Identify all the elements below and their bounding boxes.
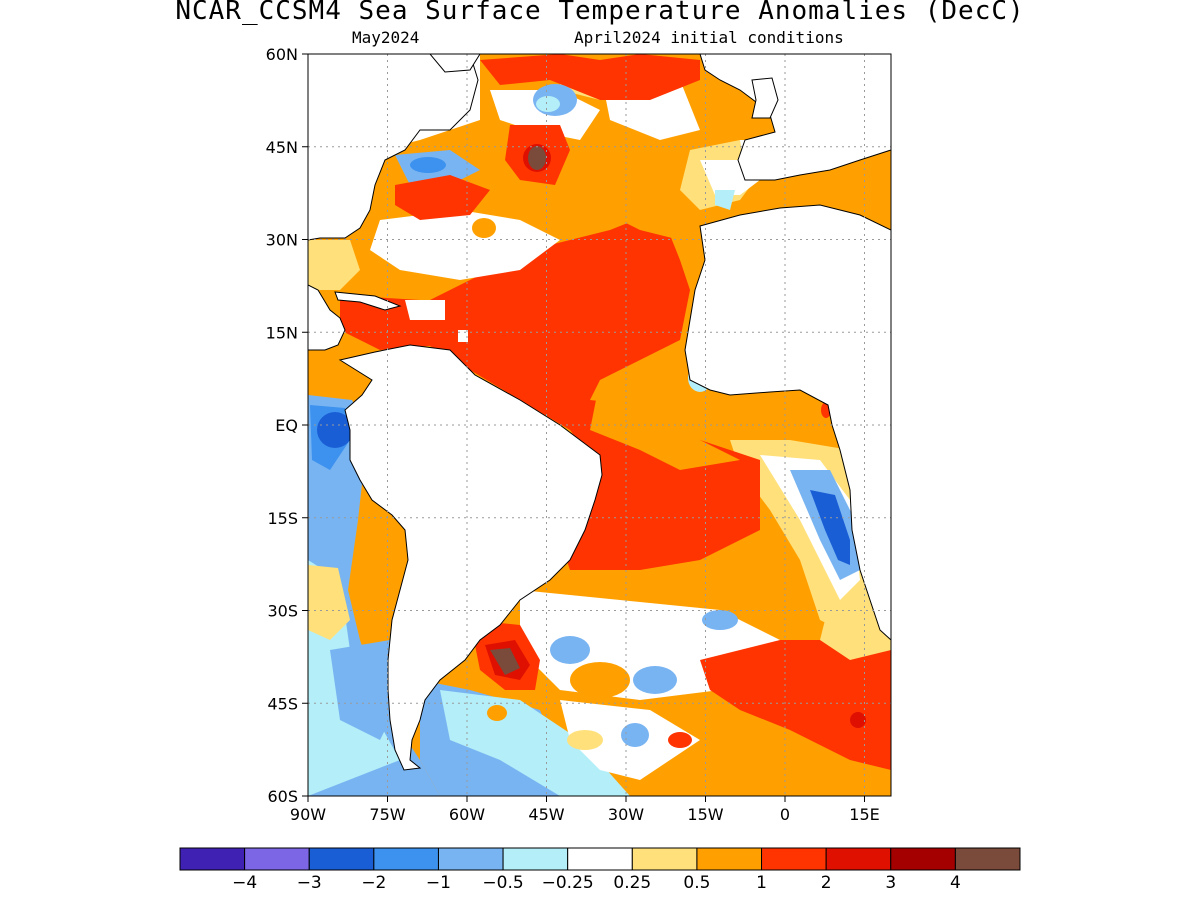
colorbar: [179, 847, 1021, 871]
field-se-orange-blob: [668, 732, 692, 748]
field-se-warm-band: [700, 640, 891, 770]
colorbar-label: 1: [756, 873, 767, 893]
field-north-white2: [540, 140, 700, 240]
lon-tick-label: 15E: [849, 805, 879, 824]
colorbar-swatch: [373, 847, 439, 871]
lat-tick-label: 30N: [266, 231, 298, 250]
land-europe: [699, 54, 891, 181]
field-north-cyan: [715, 190, 735, 210]
lat-tick-label: 60S: [267, 787, 298, 806]
field-south-yellow-blob: [567, 730, 603, 750]
colorbar-label: 3: [885, 873, 896, 893]
field-gulfstream-peak: [528, 146, 546, 170]
field-south-warm-blob: [570, 662, 630, 698]
colorbar-swatch: [954, 847, 1021, 871]
lat-tick-label: 60N: [266, 45, 298, 64]
field-se-dark-spot: [850, 712, 866, 728]
latitude-labels: 60N 45N 30N 15N EQ 15S 30S 45S 60S: [266, 45, 298, 806]
lon-tick-label: 15W: [687, 805, 723, 824]
field-mask-square: [458, 330, 468, 342]
colorbar-label: −0.5: [482, 873, 523, 893]
lat-tick-label: 45N: [266, 138, 298, 157]
longitude-labels: 90W 75W 60W 45W 30W 15W 0 15E: [290, 805, 880, 824]
field-us-east-warm2: [472, 218, 496, 238]
colorbar-label: −3: [297, 873, 322, 893]
lat-tick-label: 45S: [267, 694, 298, 713]
map-title: NCAR_CCSM4 Sea Surface Temperature Anoma…: [175, 0, 1025, 26]
lat-tick-label: 15S: [267, 509, 298, 528]
lon-tick-label: 30W: [608, 805, 644, 824]
field-south-cold-blob2: [633, 666, 677, 694]
colorbar-swatch: [631, 847, 698, 871]
forecast-month-label: May2024: [352, 28, 420, 47]
colorbar-swatch: [696, 847, 763, 871]
frame-ticks: [302, 53, 865, 802]
field-caribbean-white: [405, 300, 445, 320]
colorbar-swatch: [179, 847, 246, 871]
field-pacific-yellow-south: [308, 565, 350, 640]
colorbar-label: 2: [821, 873, 832, 893]
field-cold-pacific-core2: [317, 412, 353, 448]
field-south-cold-blob1: [550, 636, 590, 664]
colorbar-label: 0.5: [683, 873, 710, 893]
field-gulf-mexico-yellow: [308, 240, 360, 290]
colorbar-swatch: [825, 847, 892, 871]
colorbar-swatch: [761, 847, 827, 871]
anomaly-field: [308, 54, 891, 796]
lon-tick-label: 0: [780, 805, 790, 824]
colorbar-label: −4: [232, 873, 257, 893]
lat-tick-label: EQ: [275, 416, 298, 435]
land-africa: [684, 204, 891, 641]
lon-tick-label: 90W: [290, 805, 326, 824]
field-benguela-core: [810, 490, 850, 565]
land-south-america: [338, 344, 603, 771]
land-cuba: [334, 291, 402, 311]
field-south-cold-blob3: [621, 723, 649, 747]
colorbar-swatch: [567, 847, 633, 871]
field-equatorial-orange: [590, 380, 740, 470]
lat-tick-label: 15N: [266, 323, 298, 342]
lat-tick-label: 30S: [267, 602, 298, 621]
lon-tick-label: 45W: [528, 805, 564, 824]
colorbar-swatch: [437, 847, 504, 871]
field-south-shelf-cyan: [440, 690, 630, 796]
field-north-warm-top: [480, 54, 700, 100]
lon-tick-label: 75W: [369, 805, 405, 824]
field-us-coast-cold2: [410, 157, 446, 173]
colorbar-label: 0.25: [613, 873, 651, 893]
field-south-warm-blob2: [487, 705, 507, 721]
lon-tick-label: 60W: [449, 805, 485, 824]
field-labrador-cold2: [536, 96, 560, 112]
land-mexico: [308, 284, 346, 351]
field-south-cold-blob4: [702, 610, 738, 630]
colorbar-swatch: [502, 847, 569, 871]
graticule: [308, 54, 891, 796]
colorbar-label: −0.25: [542, 873, 594, 893]
colorbar-label: −1: [426, 873, 451, 893]
colorbar-labels: −4 −3 −2 −1 −0.5 −0.25 0.25 0.5 1 2 3 4: [232, 873, 961, 893]
colorbar-label: 4: [950, 873, 961, 893]
colorbar-swatch: [308, 847, 375, 871]
field-north-white: [370, 210, 560, 280]
colorbar-swatch: [890, 847, 956, 871]
field-us-east-warm: [395, 175, 490, 220]
land-britain: [751, 77, 779, 119]
field-pacific-light-south: [330, 640, 400, 740]
field-plata-peak: [490, 648, 520, 675]
colorbar-swatch: [244, 847, 310, 871]
initial-conditions-label: April2024 initial conditions: [574, 28, 844, 47]
colorbar-label: −2: [361, 873, 386, 893]
